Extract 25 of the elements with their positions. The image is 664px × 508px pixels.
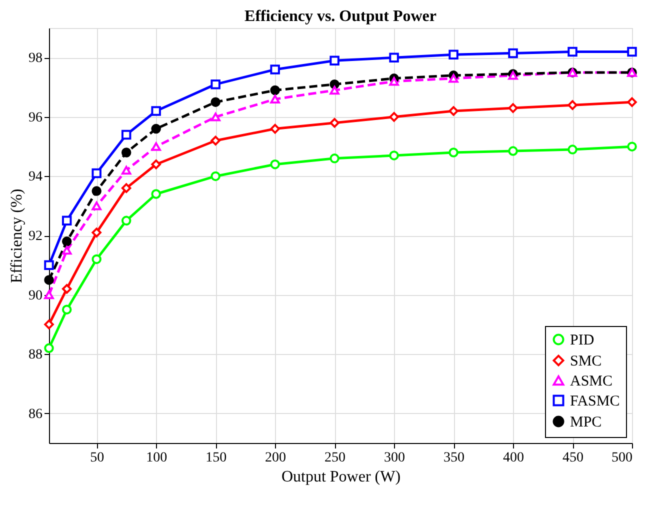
y-tick-label: 98 bbox=[28, 51, 42, 66]
legend-label: ASMC bbox=[570, 374, 613, 390]
y-axis-title: Efficiency (%) bbox=[8, 188, 26, 284]
x-tick-label: 350 bbox=[444, 450, 465, 466]
legend-label: SMC bbox=[570, 354, 602, 370]
x-tick-label: 250 bbox=[324, 450, 346, 466]
y-tick-label: 96 bbox=[28, 110, 42, 126]
legend-label: MPC bbox=[570, 414, 602, 430]
x-axis-title: Output Power (W) bbox=[281, 468, 401, 486]
y-tick-label: 88 bbox=[28, 348, 42, 363]
y-tick-label: 94 bbox=[28, 170, 42, 185]
y-tick-label: 86 bbox=[28, 406, 42, 422]
x-tick-label: 150 bbox=[206, 450, 227, 466]
x-tick-label: 500 bbox=[612, 450, 632, 466]
legend-label: PID bbox=[570, 332, 594, 348]
x-tick-label: 200 bbox=[265, 450, 286, 466]
x-tick-label: 400 bbox=[503, 450, 524, 466]
legend-label: FASMC bbox=[570, 394, 620, 410]
x-tick-label: 50 bbox=[90, 450, 104, 466]
x-tick-label: 100 bbox=[146, 450, 168, 466]
x-tick-label: 300 bbox=[384, 450, 406, 466]
x-tick-label: 450 bbox=[562, 450, 584, 466]
y-tick-label: 90 bbox=[28, 288, 42, 304]
y-tick-label: 92 bbox=[28, 229, 42, 244]
chart-title: Efficiency vs. Output Power bbox=[244, 8, 436, 25]
